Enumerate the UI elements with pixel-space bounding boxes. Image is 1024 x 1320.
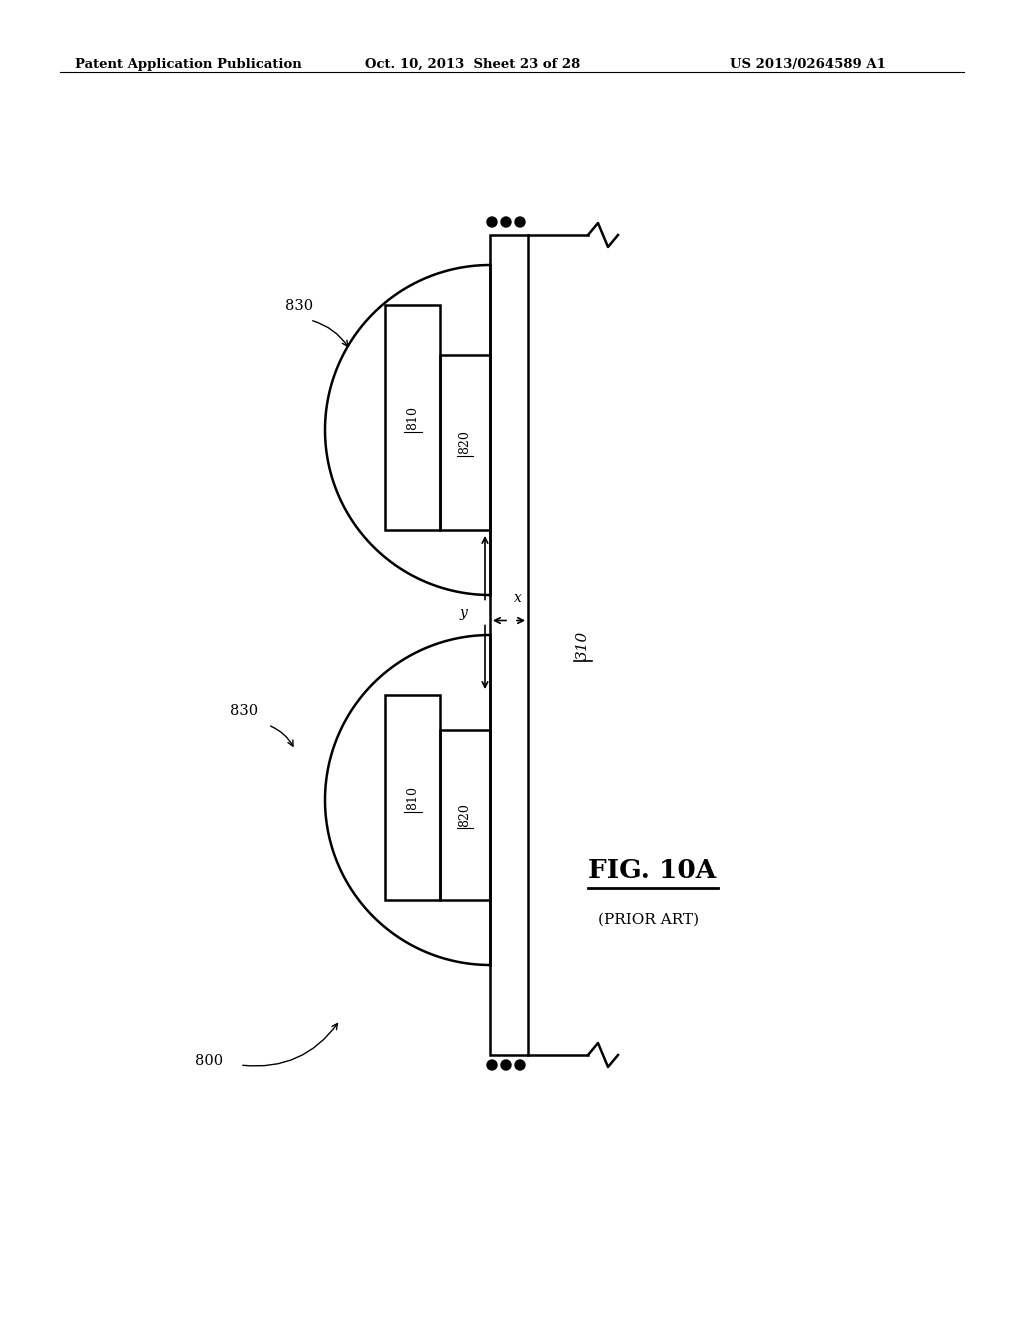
Bar xyxy=(490,235,528,1055)
Circle shape xyxy=(515,1060,525,1071)
Text: (PRIOR ART): (PRIOR ART) xyxy=(598,913,699,927)
Circle shape xyxy=(501,1060,511,1071)
Text: 810: 810 xyxy=(406,405,419,429)
Bar xyxy=(440,355,490,531)
Text: y: y xyxy=(459,606,467,619)
Text: 820: 820 xyxy=(459,430,471,454)
Bar xyxy=(440,730,490,900)
Text: x: x xyxy=(514,590,522,605)
Text: Patent Application Publication: Patent Application Publication xyxy=(75,58,302,71)
Bar xyxy=(385,696,440,900)
Text: 830: 830 xyxy=(230,704,258,718)
Text: 310: 310 xyxy=(575,631,590,660)
Text: 830: 830 xyxy=(285,300,313,313)
Circle shape xyxy=(487,1060,497,1071)
Text: 800: 800 xyxy=(195,1053,223,1068)
Text: FIG. 10A: FIG. 10A xyxy=(588,858,716,883)
Text: US 2013/0264589 A1: US 2013/0264589 A1 xyxy=(730,58,886,71)
Text: Oct. 10, 2013  Sheet 23 of 28: Oct. 10, 2013 Sheet 23 of 28 xyxy=(365,58,581,71)
Bar xyxy=(385,305,440,531)
Circle shape xyxy=(487,216,497,227)
Circle shape xyxy=(501,216,511,227)
Text: 820: 820 xyxy=(459,803,471,826)
Text: 810: 810 xyxy=(406,785,419,809)
Circle shape xyxy=(515,216,525,227)
